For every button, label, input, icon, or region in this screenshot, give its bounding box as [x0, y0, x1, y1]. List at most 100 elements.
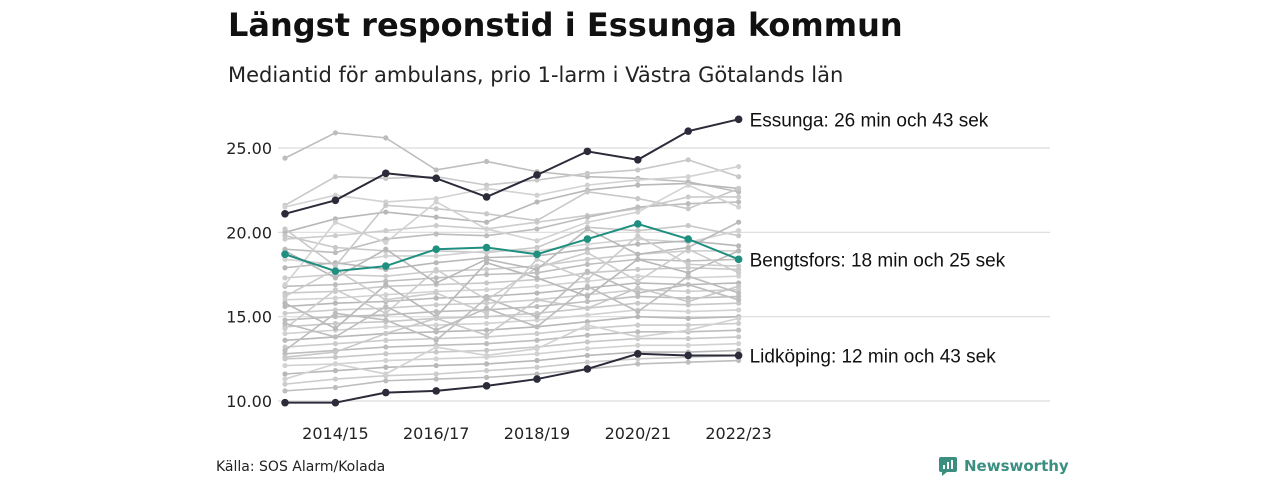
- background-series-point: [383, 209, 389, 215]
- background-series-line: [284, 275, 739, 338]
- highlight-series-point: [634, 156, 642, 164]
- background-series-point: [736, 228, 742, 234]
- background-series-point: [484, 185, 490, 192]
- background-series-point: [635, 278, 641, 284]
- background-series-point: [332, 320, 338, 327]
- highlight-series-point: [281, 209, 289, 218]
- x-tick-label: 2020/21: [605, 424, 671, 443]
- background-series-line: [284, 187, 739, 268]
- background-series-point: [484, 226, 490, 232]
- background-series-point: [282, 155, 288, 161]
- background-series-point: [736, 185, 742, 192]
- background-series-point: [584, 249, 591, 256]
- background-series-point: [433, 280, 439, 286]
- background-series-point: [736, 163, 742, 170]
- background-series-point: [685, 309, 691, 315]
- x-tick-label: 2016/17: [403, 424, 469, 443]
- background-series-point: [685, 194, 691, 200]
- background-series-point: [433, 337, 439, 343]
- background-series-point: [584, 170, 591, 176]
- background-series-point: [534, 192, 540, 198]
- background-series-point: [534, 256, 540, 262]
- background-series-point: [635, 204, 641, 210]
- background-series-point: [534, 337, 540, 343]
- background-series-point: [282, 293, 288, 300]
- highlight-series-point: [734, 115, 743, 124]
- highlight-series-point: [533, 250, 541, 259]
- background-series-point: [584, 346, 591, 352]
- background-series-point: [433, 309, 439, 315]
- background-series-point: [282, 233, 288, 239]
- background-series-point: [736, 243, 742, 249]
- background-series-point: [433, 315, 439, 321]
- background-series-line: [284, 258, 739, 288]
- background-series-point: [584, 283, 591, 289]
- background-series-point: [433, 275, 439, 281]
- background-series-point: [584, 322, 591, 328]
- background-series-point: [685, 282, 691, 288]
- background-series-point: [383, 282, 389, 288]
- background-series-point: [383, 330, 389, 337]
- highlight-series-point: [533, 375, 541, 383]
- background-series-point: [433, 322, 439, 328]
- background-series-point: [383, 337, 389, 343]
- background-series-point: [332, 300, 338, 306]
- background-series-point: [433, 371, 439, 377]
- background-series-point: [433, 290, 439, 296]
- background-series-point: [635, 196, 641, 202]
- background-series-point: [383, 253, 389, 259]
- background-series-point: [685, 342, 691, 348]
- background-series-point: [685, 157, 691, 163]
- background-series-point: [584, 305, 591, 311]
- background-series-point: [534, 364, 540, 370]
- background-series-point: [383, 351, 389, 357]
- background-series-point: [433, 362, 439, 369]
- highlight-series-point: [382, 262, 390, 270]
- background-series-point: [282, 226, 288, 232]
- background-series-point: [736, 320, 742, 327]
- background-series-point: [484, 266, 490, 273]
- background-series-point: [433, 266, 439, 273]
- background-series-point: [635, 356, 641, 362]
- background-series-point: [484, 352, 490, 359]
- background-series-point: [383, 292, 389, 298]
- background-series-point: [584, 261, 591, 267]
- background-series-point: [635, 273, 641, 279]
- background-series-point: [484, 320, 490, 327]
- highlight-series-point: [533, 171, 541, 179]
- background-series-point: [332, 130, 338, 136]
- highlight-series-point: [634, 349, 642, 358]
- background-series-point: [534, 297, 540, 303]
- background-series-point: [282, 265, 288, 271]
- background-series-point: [534, 290, 540, 296]
- background-series-point: [484, 233, 490, 239]
- background-series-point: [433, 199, 439, 205]
- source-note: Källa: SOS Alarm/Kolada: [216, 459, 386, 475]
- background-series-point: [635, 334, 641, 340]
- background-series-line: [284, 354, 739, 385]
- background-series-line: [284, 239, 739, 271]
- background-series-point: [282, 362, 288, 369]
- background-series-point: [383, 303, 389, 310]
- background-series-point: [433, 214, 439, 220]
- highlight-series-point: [684, 235, 692, 243]
- background-series-point: [332, 192, 338, 198]
- background-series-point: [534, 330, 540, 337]
- background-series-line: [284, 270, 739, 352]
- background-series-line: [284, 248, 739, 330]
- background-series-point: [383, 317, 389, 323]
- background-series-line: [284, 165, 739, 208]
- background-series-point: [736, 194, 742, 200]
- highlight-series-point: [583, 365, 592, 373]
- background-series-point: [685, 174, 691, 180]
- background-series-point: [736, 219, 742, 225]
- background-series-point: [433, 167, 439, 173]
- background-series-point: [332, 368, 338, 374]
- background-series-point: [736, 315, 742, 321]
- highlight-series-point: [382, 388, 390, 397]
- background-series-point: [282, 371, 288, 377]
- background-series-point: [484, 280, 490, 286]
- background-series-point: [484, 310, 490, 316]
- highlight-series-line: [284, 118, 739, 215]
- newsworthy-logo-icon: [939, 457, 957, 476]
